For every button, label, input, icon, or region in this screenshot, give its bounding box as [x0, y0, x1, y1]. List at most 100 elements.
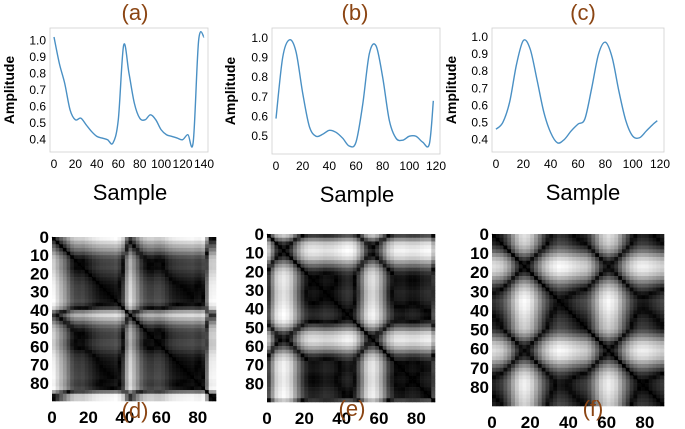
heatmap-cell: [175, 288, 180, 292]
heatmap-cell: [55, 258, 60, 263]
heatmap-cell: [106, 288, 111, 292]
heatmap-cell: [576, 279, 581, 284]
heatmap-cell: [416, 334, 421, 339]
heatmap-cell: [401, 364, 406, 369]
heatmap-cell: [84, 320, 89, 325]
heatmap-cell: [599, 245, 604, 250]
heatmap-cell: [128, 291, 133, 296]
heatmap-cell: [393, 252, 398, 257]
heatmap-cell: [431, 297, 436, 302]
heatmap-cell: [143, 335, 148, 340]
heatmap-cell: [296, 256, 301, 261]
heatmap-cell: [397, 282, 402, 287]
heatmap-cell: [95, 357, 100, 362]
heatmap-cell: [326, 271, 331, 276]
heatmap-cell: [183, 313, 188, 318]
heatmap-cell: [507, 302, 512, 307]
heatmap-cell: [526, 256, 531, 262]
heatmap-cell: [530, 298, 535, 304]
heatmap-cell: [405, 319, 410, 324]
heatmap-cell: [135, 251, 140, 256]
heatmap-cell: [164, 357, 169, 362]
heatmap-cell: [405, 346, 410, 351]
heatmap-cell: [393, 342, 398, 347]
heatmap-cell: [345, 275, 350, 280]
heatmap-cell: [81, 237, 86, 241]
heatmap-cell: [420, 349, 425, 354]
y-tick-label: 20: [245, 262, 264, 281]
heatmap-cell: [139, 353, 144, 358]
heatmap-cell: [315, 387, 320, 392]
heatmap-cell: [423, 237, 428, 242]
heatmap-cell: [514, 253, 520, 258]
heatmap-cell: [289, 308, 294, 313]
heatmap-cell: [55, 375, 60, 380]
heatmap-cell: [157, 269, 162, 274]
heatmap-cell: [186, 379, 191, 384]
heatmap-cell: [146, 328, 151, 333]
heatmap-cell: [270, 282, 275, 287]
heatmap-cell: [190, 247, 195, 252]
heatmap-cell: [606, 283, 611, 288]
heatmap-cell: [135, 328, 140, 333]
y-tick-label: 70: [245, 356, 264, 375]
heatmap-cell: [168, 382, 173, 387]
heatmap-cell: [345, 394, 350, 399]
heatmap-cell: [602, 256, 607, 262]
heatmap-cell: [345, 290, 350, 295]
heatmap-cell: [423, 293, 428, 298]
heatmap-cell: [274, 375, 279, 380]
heatmap-cell: [124, 382, 129, 387]
heatmap-cell: [311, 297, 316, 302]
heatmap-cell: [499, 245, 504, 250]
heatmap-cell: [621, 287, 627, 292]
heatmap-cell: [311, 293, 316, 298]
heatmap-cell: [652, 237, 657, 242]
heatmap-cell: [281, 290, 286, 295]
heatmap-cell: [364, 360, 369, 365]
heatmap-cell: [150, 258, 155, 263]
heatmap-cell: [62, 298, 67, 303]
heatmap-cell: [281, 237, 286, 242]
heatmap-cell: [66, 371, 71, 376]
heatmap-cell: [367, 267, 372, 272]
heatmap-cell: [556, 234, 562, 239]
heatmap-cell: [92, 397, 97, 402]
heatmap-cell: [274, 342, 279, 347]
heatmap-cell: [73, 255, 78, 260]
heatmap-cell: [281, 304, 286, 309]
heatmap-cell: [405, 342, 410, 347]
heatmap-cell: [183, 386, 188, 391]
heatmap-cell: [77, 277, 82, 282]
heatmap-cell: [296, 394, 301, 399]
heatmap-cell: [186, 320, 191, 325]
heatmap-cell: [293, 282, 298, 287]
heatmap-cell: [560, 237, 565, 242]
heatmap-cell: [416, 398, 421, 403]
heatmap-cell: [315, 308, 320, 313]
heatmap-cell: [84, 360, 89, 365]
heatmap-cell: [382, 387, 387, 392]
heatmap-cell: [397, 342, 402, 347]
heatmap-cell: [364, 248, 369, 253]
heatmap-cell: [281, 387, 286, 392]
heatmap-cell: [106, 357, 111, 362]
heatmap-cell: [128, 255, 133, 260]
y-tick-label: 0.9: [29, 50, 46, 64]
heatmap-cell: [352, 248, 357, 253]
heatmap-cell: [408, 234, 413, 239]
heatmap-cell: [143, 251, 148, 256]
heatmap-cell: [386, 234, 391, 239]
heatmap-cell: [52, 280, 56, 285]
heatmap-cell: [537, 302, 542, 307]
heatmap-cell: [633, 264, 638, 269]
heatmap-cell: [281, 297, 286, 302]
heatmap-cell: [537, 237, 542, 242]
heatmap-cell: [70, 371, 75, 376]
heatmap-cell: [175, 269, 180, 274]
heatmap-cell: [319, 308, 324, 313]
heatmap-cell: [92, 335, 97, 340]
heatmap-cell: [117, 295, 122, 300]
heatmap-cell: [52, 390, 56, 395]
heatmap-cell: [59, 255, 64, 260]
